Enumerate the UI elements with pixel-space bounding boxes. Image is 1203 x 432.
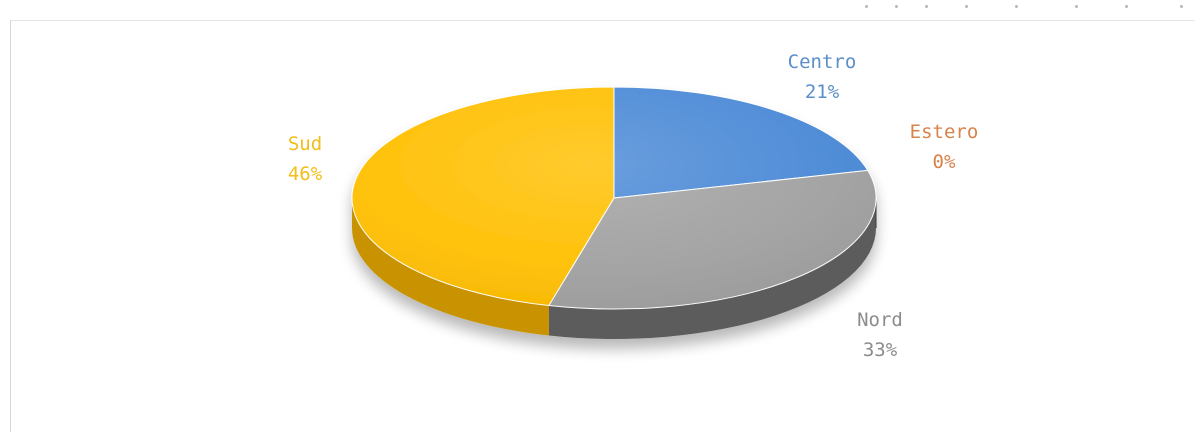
data-label-sud: Sud 46% bbox=[288, 133, 323, 185]
slice-side-sud bbox=[352, 198, 549, 336]
label-group: Centro 21% Estero 0% Nord 33% Sud 46% bbox=[288, 51, 978, 361]
slice-side-nord bbox=[548, 198, 876, 339]
pie-gloss bbox=[352, 87, 876, 309]
data-label-value: 21% bbox=[805, 81, 840, 103]
data-label-estero: Estero 0% bbox=[910, 121, 979, 173]
data-label-value: 46% bbox=[288, 163, 323, 185]
data-label-name: Sud bbox=[288, 133, 322, 155]
pie-group bbox=[351, 86, 877, 339]
data-label-value: 0% bbox=[933, 151, 956, 173]
top-edge-marks bbox=[865, 3, 1185, 13]
data-label-nord: Nord 33% bbox=[857, 309, 903, 361]
data-label-name: Centro bbox=[788, 51, 857, 73]
data-label-value: 33% bbox=[863, 339, 898, 361]
data-label-name: Estero bbox=[910, 121, 979, 143]
data-label-name: Nord bbox=[857, 309, 903, 331]
data-label-centro: Centro 21% bbox=[788, 51, 857, 103]
